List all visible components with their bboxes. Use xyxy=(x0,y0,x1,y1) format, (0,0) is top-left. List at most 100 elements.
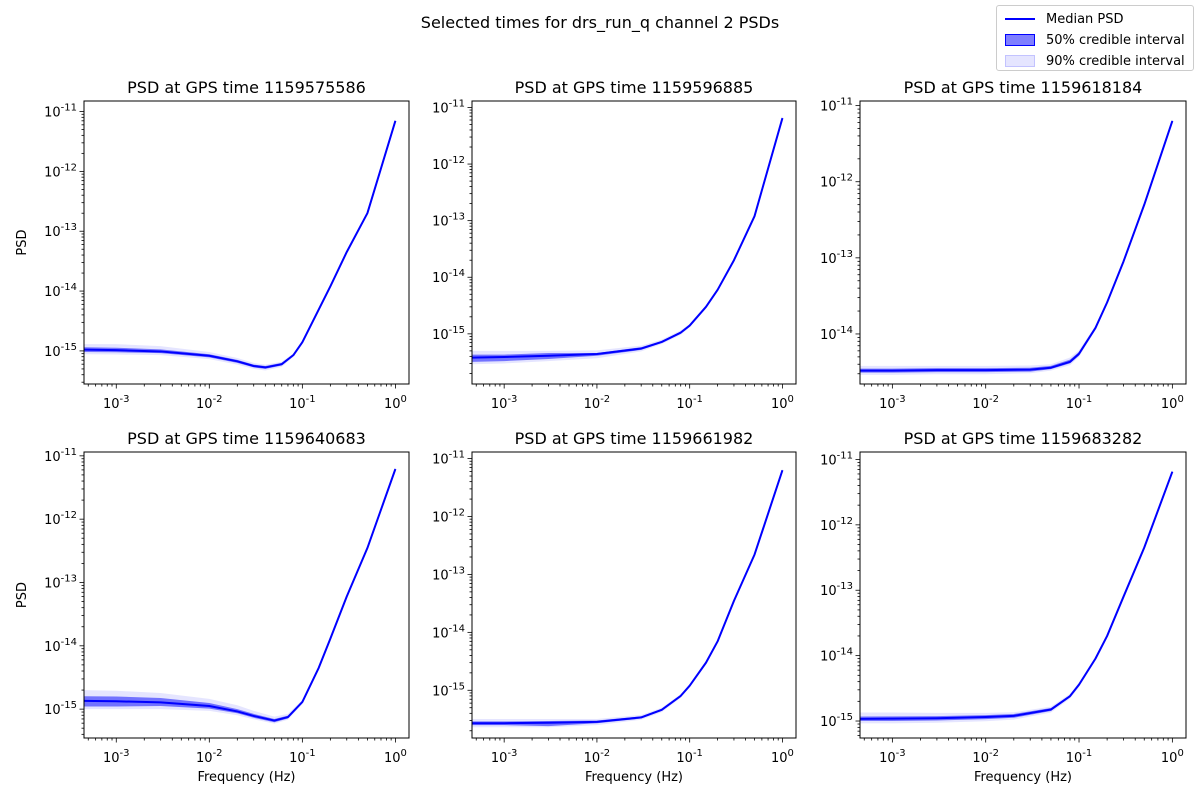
axes-frame xyxy=(83,100,410,385)
y-tick-label: 10-14 xyxy=(820,647,853,665)
band90-area xyxy=(860,119,1173,375)
x-tick-label: 100 xyxy=(771,394,794,412)
subplot-title: PSD at GPS time 1159661982 xyxy=(515,429,754,448)
x-tick-label: 10-2 xyxy=(584,748,611,766)
median-psd-line xyxy=(860,120,1174,372)
y-axis-label: PSD xyxy=(15,582,30,608)
y-tick-label: 10-13 xyxy=(432,565,465,583)
band50-area xyxy=(860,119,1173,373)
subplot-title: PSD at GPS time 1159640683 xyxy=(127,429,366,448)
legend-line-swatch xyxy=(1005,13,1035,25)
subplot-5: 10-3 10-2 10-1 100 10-15 10-14 10-13 10-12 10-11… xyxy=(432,429,797,785)
band50-area xyxy=(84,120,396,369)
x-tick-label: 10-2 xyxy=(196,748,223,766)
y-tick-label: 10-13 xyxy=(44,573,77,591)
y-tick-label: 10-13 xyxy=(44,222,77,240)
y-tick-label: 10-12 xyxy=(432,155,465,173)
x-tick-label: 100 xyxy=(384,748,407,766)
x-tick-label: 100 xyxy=(1161,394,1184,412)
y-tick-label: 10-14 xyxy=(44,282,77,300)
axes-frame xyxy=(83,451,410,739)
x-tick-label: 10-1 xyxy=(1066,394,1093,412)
y-tick-label: 10-15 xyxy=(432,325,465,343)
y-tick-label: 10-12 xyxy=(44,162,77,180)
subplot-title: PSD at GPS time 1159683282 xyxy=(904,429,1143,448)
y-axis-label: PSD xyxy=(15,229,30,255)
legend-band50-swatch xyxy=(1005,34,1035,46)
plot-area xyxy=(860,119,1174,375)
x-tick-label: 100 xyxy=(771,748,794,766)
median-psd-line xyxy=(860,471,1174,720)
y-tick-label: 10-14 xyxy=(44,637,77,655)
y-tick-label: 10-15 xyxy=(432,681,465,699)
band90-area xyxy=(84,467,396,724)
x-tick-label: 10-1 xyxy=(289,748,316,766)
x-tick-label: 10-3 xyxy=(879,394,906,412)
legend-entry-median: Median PSD xyxy=(1005,10,1124,28)
y-tick-label: 10-11 xyxy=(820,97,853,115)
y-tick-label: 10-11 xyxy=(432,98,465,116)
median-psd-line xyxy=(472,469,784,725)
x-tick-label: 10-1 xyxy=(676,394,703,412)
x-tick-label: 10-2 xyxy=(196,394,223,412)
plot-area xyxy=(472,116,784,365)
y-tick-label: 10-12 xyxy=(820,173,853,191)
y-tick-label: 10-15 xyxy=(44,700,77,718)
y-tick-label: 10-12 xyxy=(44,510,77,528)
axes-frame xyxy=(471,451,797,739)
y-tick-label: 10-12 xyxy=(820,516,853,534)
x-tick-label: 10-3 xyxy=(103,748,130,766)
subplot-3: 10-3 10-2 10-1 100 10-14 10-13 10-12 10-11 PSD a… xyxy=(820,78,1187,412)
x-tick-label: 10-2 xyxy=(972,748,999,766)
subplot-1: 10-3 10-2 10-1 100 10-15 10-14 10-13 10-12 10-11… xyxy=(15,78,410,412)
axes-frame xyxy=(859,100,1187,385)
y-tick-label: 10-11 xyxy=(44,103,77,121)
y-tick-label: 10-14 xyxy=(432,268,465,286)
subplot-title: PSD at GPS time 1159618184 xyxy=(904,78,1143,97)
y-tick-label: 10-11 xyxy=(432,450,465,468)
x-tick-label: 10-2 xyxy=(584,394,611,412)
x-tick-label: 10-3 xyxy=(879,748,906,766)
axes-frame xyxy=(859,451,1187,739)
median-psd-line xyxy=(84,120,397,369)
x-tick-label: 100 xyxy=(1161,748,1184,766)
subplot-title: PSD at GPS time 1159575586 xyxy=(127,78,366,97)
y-tick-label: 10-15 xyxy=(820,712,853,730)
legend-label-band50: 50% credible interval xyxy=(1046,32,1185,48)
plot-area xyxy=(860,469,1174,724)
x-tick-label: 10-3 xyxy=(103,394,130,412)
x-axis-label: Frequency (Hz) xyxy=(197,770,295,785)
y-tick-label: 10-12 xyxy=(432,508,465,526)
y-tick-label: 10-13 xyxy=(820,249,853,267)
legend-entry-band90: 90% credible interval xyxy=(1005,52,1185,70)
band90-area xyxy=(472,116,783,365)
y-tick-label: 10-11 xyxy=(820,450,853,468)
median-psd-line xyxy=(472,117,784,359)
axes-frame xyxy=(471,100,797,385)
subplot-6: 10-3 10-2 10-1 100 10-15 10-14 10-13 10-12 10-11… xyxy=(820,429,1187,785)
band50-area xyxy=(472,117,783,362)
legend-entry-band50: 50% credible interval xyxy=(1005,31,1185,49)
band90-area xyxy=(860,469,1173,724)
plot-area xyxy=(84,119,397,371)
y-tick-label: 10-13 xyxy=(432,212,465,230)
y-tick-label: 10-14 xyxy=(432,623,465,641)
y-tick-label: 10-11 xyxy=(44,447,77,465)
y-tick-label: 10-13 xyxy=(820,581,853,599)
figure-suptitle: Selected times for drs_run_q channel 2 P… xyxy=(420,13,780,32)
y-tick-label: 10-14 xyxy=(820,325,853,343)
plot-area xyxy=(472,468,784,728)
x-tick-label: 10-1 xyxy=(289,394,316,412)
legend: Median PSD 50% credible interval 90% cre… xyxy=(996,5,1194,71)
x-tick-label: 100 xyxy=(384,394,407,412)
band50-area xyxy=(860,470,1173,722)
y-tick-label: 10-15 xyxy=(44,342,77,360)
subplot-title: PSD at GPS time 1159596885 xyxy=(515,78,754,97)
band90-area xyxy=(84,119,396,371)
x-tick-label: 10-1 xyxy=(676,748,703,766)
legend-label-band90: 90% credible interval xyxy=(1046,53,1185,69)
x-tick-label: 10-2 xyxy=(972,394,999,412)
legend-label-median: Median PSD xyxy=(1046,11,1124,27)
median-psd-line xyxy=(84,468,397,722)
